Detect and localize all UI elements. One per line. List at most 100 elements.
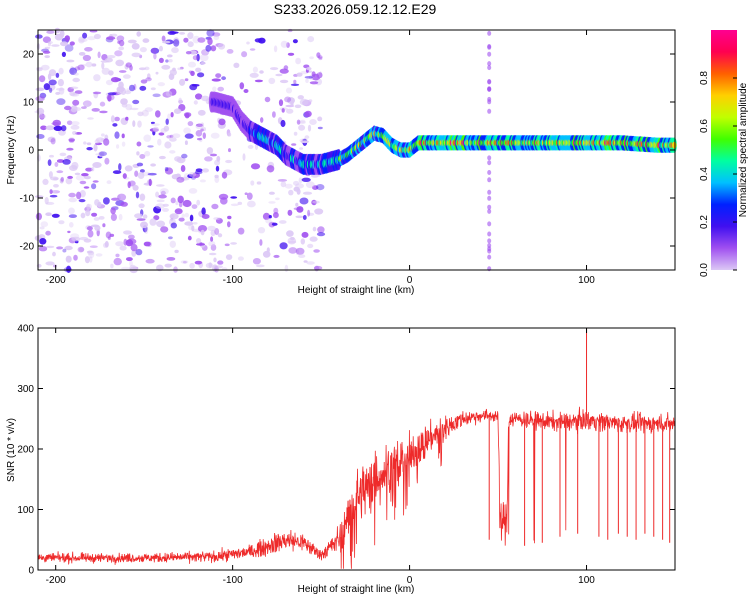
spectrogram-noise-blob [205, 262, 214, 269]
spectrogram-noise-blob [293, 79, 297, 84]
spectrogram-noise-blob [66, 147, 74, 151]
spectrogram-noise-blob [275, 197, 280, 201]
spectrogram-noise-blob [303, 260, 308, 263]
spectrogram-noise-blob [51, 44, 60, 47]
spectrogram-noise-blob [157, 138, 162, 146]
spectrogram-streak-blob [487, 44, 492, 50]
spectrogram-noise-blob [277, 179, 288, 182]
spectrogram-noise-blob [212, 32, 221, 37]
spectrogram-noise-blob [72, 130, 77, 135]
spectrogram-noise-blob [273, 254, 280, 258]
spectrogram-noise-blob [127, 181, 131, 189]
spectrogram-noise-blob [64, 245, 73, 251]
spectrogram-streak-blob [487, 170, 492, 175]
spectrogram-noise-blob [272, 111, 276, 118]
spectrogram-y-tick-label: 20 [23, 50, 35, 61]
spectrogram-noise-blob [220, 197, 228, 205]
spectrogram-noise-blob [233, 62, 240, 68]
spectrogram-noise-blob [197, 109, 206, 116]
spectrogram-noise-blob [295, 215, 304, 219]
spectrogram-noise-blob [268, 201, 276, 204]
spectrogram-noise-blob [39, 238, 47, 245]
spectrogram-noise-blob [118, 46, 125, 51]
spectrogram-noise-blob [187, 235, 192, 241]
spectrogram-streak-blob [487, 238, 492, 244]
spectrogram-noise-blob [71, 161, 79, 170]
spectrogram-noise-blob [290, 99, 294, 107]
spectrogram-noise-blob [162, 207, 169, 212]
spectrogram-noise-blob [56, 98, 66, 105]
snr-marks [37, 328, 676, 569]
spectrogram-noise-blob [77, 64, 85, 71]
spectrogram-noise-blob [178, 97, 183, 105]
spectrogram-noise-blob [110, 213, 117, 221]
spectrogram-noise-blob [281, 108, 285, 113]
spectrogram-noise-blob [114, 116, 120, 122]
spectrogram-noise-blob [71, 236, 81, 242]
spectrogram-noise-blob [298, 177, 303, 184]
spectrogram-noise-blob [56, 170, 64, 174]
spectrogram-noise-blob [217, 86, 224, 92]
spectrogram-noise-blob [254, 38, 262, 43]
spectrogram-noise-blob [117, 194, 121, 202]
spectrogram-noise-blob [197, 137, 202, 141]
spectrogram-noise-blob [185, 51, 192, 55]
spectrogram-noise-blob [76, 191, 82, 200]
spectrogram-streak-blob [487, 208, 492, 214]
spectrogram-noise-blob [115, 59, 125, 67]
spectrogram-noise-blob [304, 110, 312, 118]
spectrogram-noise-blob [55, 72, 60, 78]
spectrogram-noise-blob [247, 144, 254, 149]
spectrogram-noise-blob [42, 178, 49, 185]
spectrogram-noise-blob [145, 258, 155, 264]
spectrogram-noise-blob [107, 92, 117, 96]
spectrogram-noise-blob [317, 126, 323, 130]
spectrogram-noise-blob [318, 56, 323, 61]
spectrogram-noise-blob [169, 134, 174, 138]
spectrogram-streak-blob [487, 99, 492, 105]
spectrogram-noise-blob [298, 254, 306, 258]
spectrogram-noise-blob [197, 225, 208, 233]
spectrogram-noise-blob [246, 192, 253, 200]
spectrogram-noise-blob [293, 180, 300, 186]
spectrogram-noise-blob [156, 199, 165, 203]
spectrogram-noise-blob [306, 261, 315, 265]
spectrogram-noise-blob [85, 209, 91, 217]
spectrogram-noise-blob [47, 136, 56, 143]
colorbar-tick-label: 0.8 [699, 71, 710, 85]
spectrogram-noise-blob [286, 230, 294, 237]
spectrogram-noise-blob [316, 184, 325, 191]
spectrogram-noise-blob [246, 41, 250, 45]
spectrogram-noise-blob [158, 132, 165, 136]
spectrogram-noise-blob [65, 177, 73, 185]
spectrogram-x-ticks: -200 -100 0 100 [46, 30, 595, 286]
spectrogram-noise-blob [196, 238, 202, 244]
spectrogram-noise-blob [309, 56, 314, 60]
spectrogram-noise-blob [149, 218, 157, 226]
spectrogram-noise-blob [147, 145, 154, 148]
spectrogram-noise-blob [124, 165, 133, 172]
spectrogram-noise-blob [64, 44, 74, 52]
spectrogram-noise-blob [68, 138, 75, 142]
figure-title: S233.2026.059.12.12.E29 [274, 1, 437, 17]
spectrogram-noise-blob [279, 242, 288, 250]
spectrogram-noise-blob [312, 200, 320, 204]
spectrogram-noise-blob [183, 37, 189, 43]
spectrogram-noise-blob [230, 242, 238, 245]
spectrogram-noise-blob [54, 162, 59, 167]
spectrogram-noise-blob [84, 256, 90, 264]
spectrogram-noise-blob [122, 173, 127, 179]
spectrogram-noise-blob [129, 65, 133, 71]
spectrogram-noise-blob [144, 226, 149, 234]
spectrogram-noise-blob [155, 203, 165, 209]
spectrogram-noise-blob [250, 163, 261, 170]
spectrogram-noise-blob [178, 201, 183, 208]
spectrogram-noise-blob [136, 31, 141, 37]
spectrogram-noise-blob [139, 85, 147, 91]
spectrogram-noise-blob [173, 108, 182, 114]
spectrogram-noise-blob [82, 54, 91, 62]
spectrogram-noise-blob [155, 71, 159, 75]
spectrogram-noise-blob [191, 225, 195, 232]
spectrogram-noise-blob [175, 200, 179, 206]
